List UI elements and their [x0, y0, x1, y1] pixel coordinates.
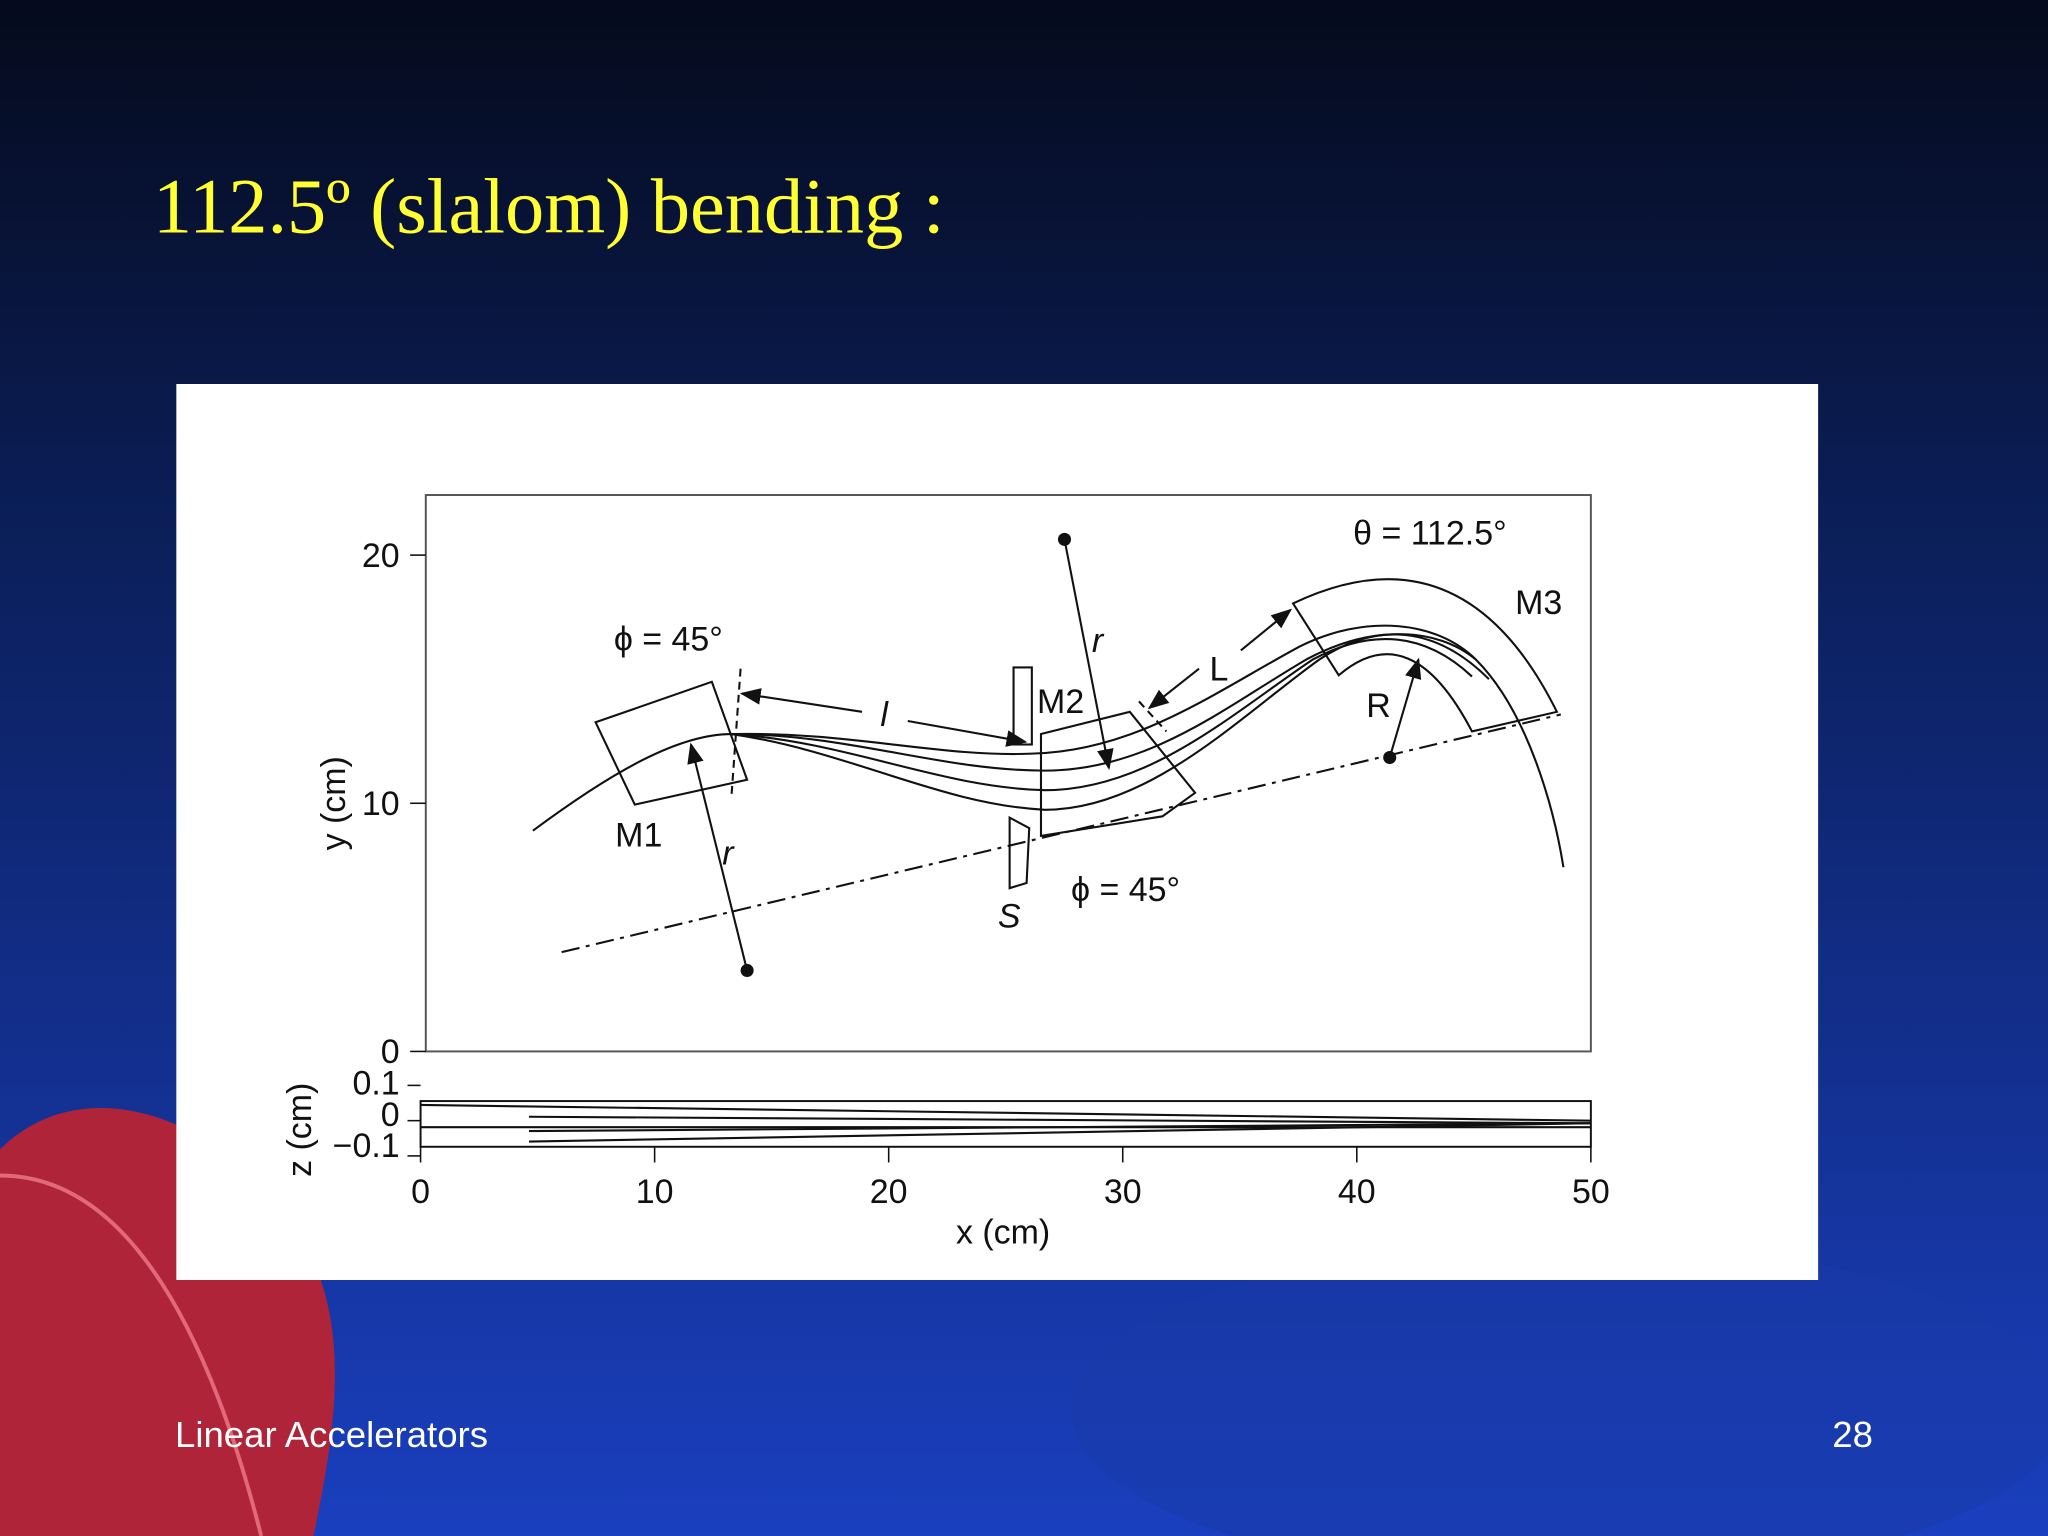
label: R: [1366, 687, 1391, 725]
arrow: [1063, 539, 1114, 771]
label: M2: [1037, 683, 1084, 721]
magnet-m1: [594, 680, 749, 806]
x-tick-label: 0: [411, 1173, 430, 1211]
page-number: 28: [1832, 1414, 1873, 1455]
x-tick-label: 20: [870, 1173, 908, 1211]
label: M3: [1515, 584, 1562, 622]
slide-title: 112.5º (slalom) bending :: [153, 162, 945, 249]
label: L: [1209, 650, 1228, 688]
z-beam: [420, 1103, 1591, 1122]
label: l: [880, 696, 889, 734]
label: ϕ = 45°: [1071, 871, 1180, 909]
magnet-m3: [1291, 578, 1559, 733]
x-tick-label: 30: [1104, 1173, 1142, 1211]
y-tick-label: 10: [362, 785, 400, 823]
center-point: [1383, 751, 1397, 765]
figure: ϕ = 45° ϕ = 45° θ = 112.5° M1 M2 M3 r r …: [281, 494, 1610, 1251]
center-point: [1057, 532, 1072, 546]
label: ϕ = 45°: [614, 620, 723, 658]
z-beam: [528, 1122, 1591, 1143]
arrow: [687, 742, 749, 971]
label: r: [722, 835, 735, 873]
label: M1: [615, 816, 662, 854]
dashed-line: [730, 668, 742, 797]
label: S: [998, 897, 1021, 935]
label: θ = 112.5°: [1353, 515, 1507, 553]
y-tick-label: 20: [362, 537, 400, 575]
y-tick-label: 0: [381, 1033, 400, 1071]
z-beam: [528, 1122, 1591, 1133]
leaf-vein: [0, 1173, 264, 1536]
z-axis-label: z (cm): [281, 1083, 319, 1177]
x-tick-label: 40: [1338, 1173, 1376, 1211]
beam: [731, 624, 1477, 756]
x-tick-label: 10: [636, 1173, 674, 1211]
z-tick-label: −0.1: [333, 1127, 400, 1165]
z-tick-label: 0: [381, 1096, 400, 1134]
dashed-line: [1138, 700, 1168, 733]
plot-frame: [424, 494, 1592, 1053]
figure-background: [176, 384, 1819, 1280]
label: r: [1092, 622, 1105, 660]
magnet-m2: [1039, 710, 1197, 838]
x-axis-label: x (cm): [956, 1213, 1050, 1251]
z-beam: [528, 1115, 1591, 1125]
arrow: [1240, 608, 1293, 652]
arrow: [1147, 667, 1200, 710]
slit-s: [1008, 815, 1031, 890]
z-tick-label: 0.1: [352, 1065, 399, 1103]
beam: [731, 638, 1473, 792]
arrow: [907, 719, 1028, 747]
x-tick-label: 50: [1572, 1173, 1610, 1211]
beam: [731, 633, 1490, 811]
arrow: [739, 688, 863, 713]
y-axis-label: y (cm): [315, 756, 353, 850]
center-point: [740, 963, 754, 977]
footer-title: Linear Accelerators: [175, 1414, 488, 1455]
arrow: [1388, 657, 1422, 758]
bg-shape: [1071, 1240, 2048, 1536]
